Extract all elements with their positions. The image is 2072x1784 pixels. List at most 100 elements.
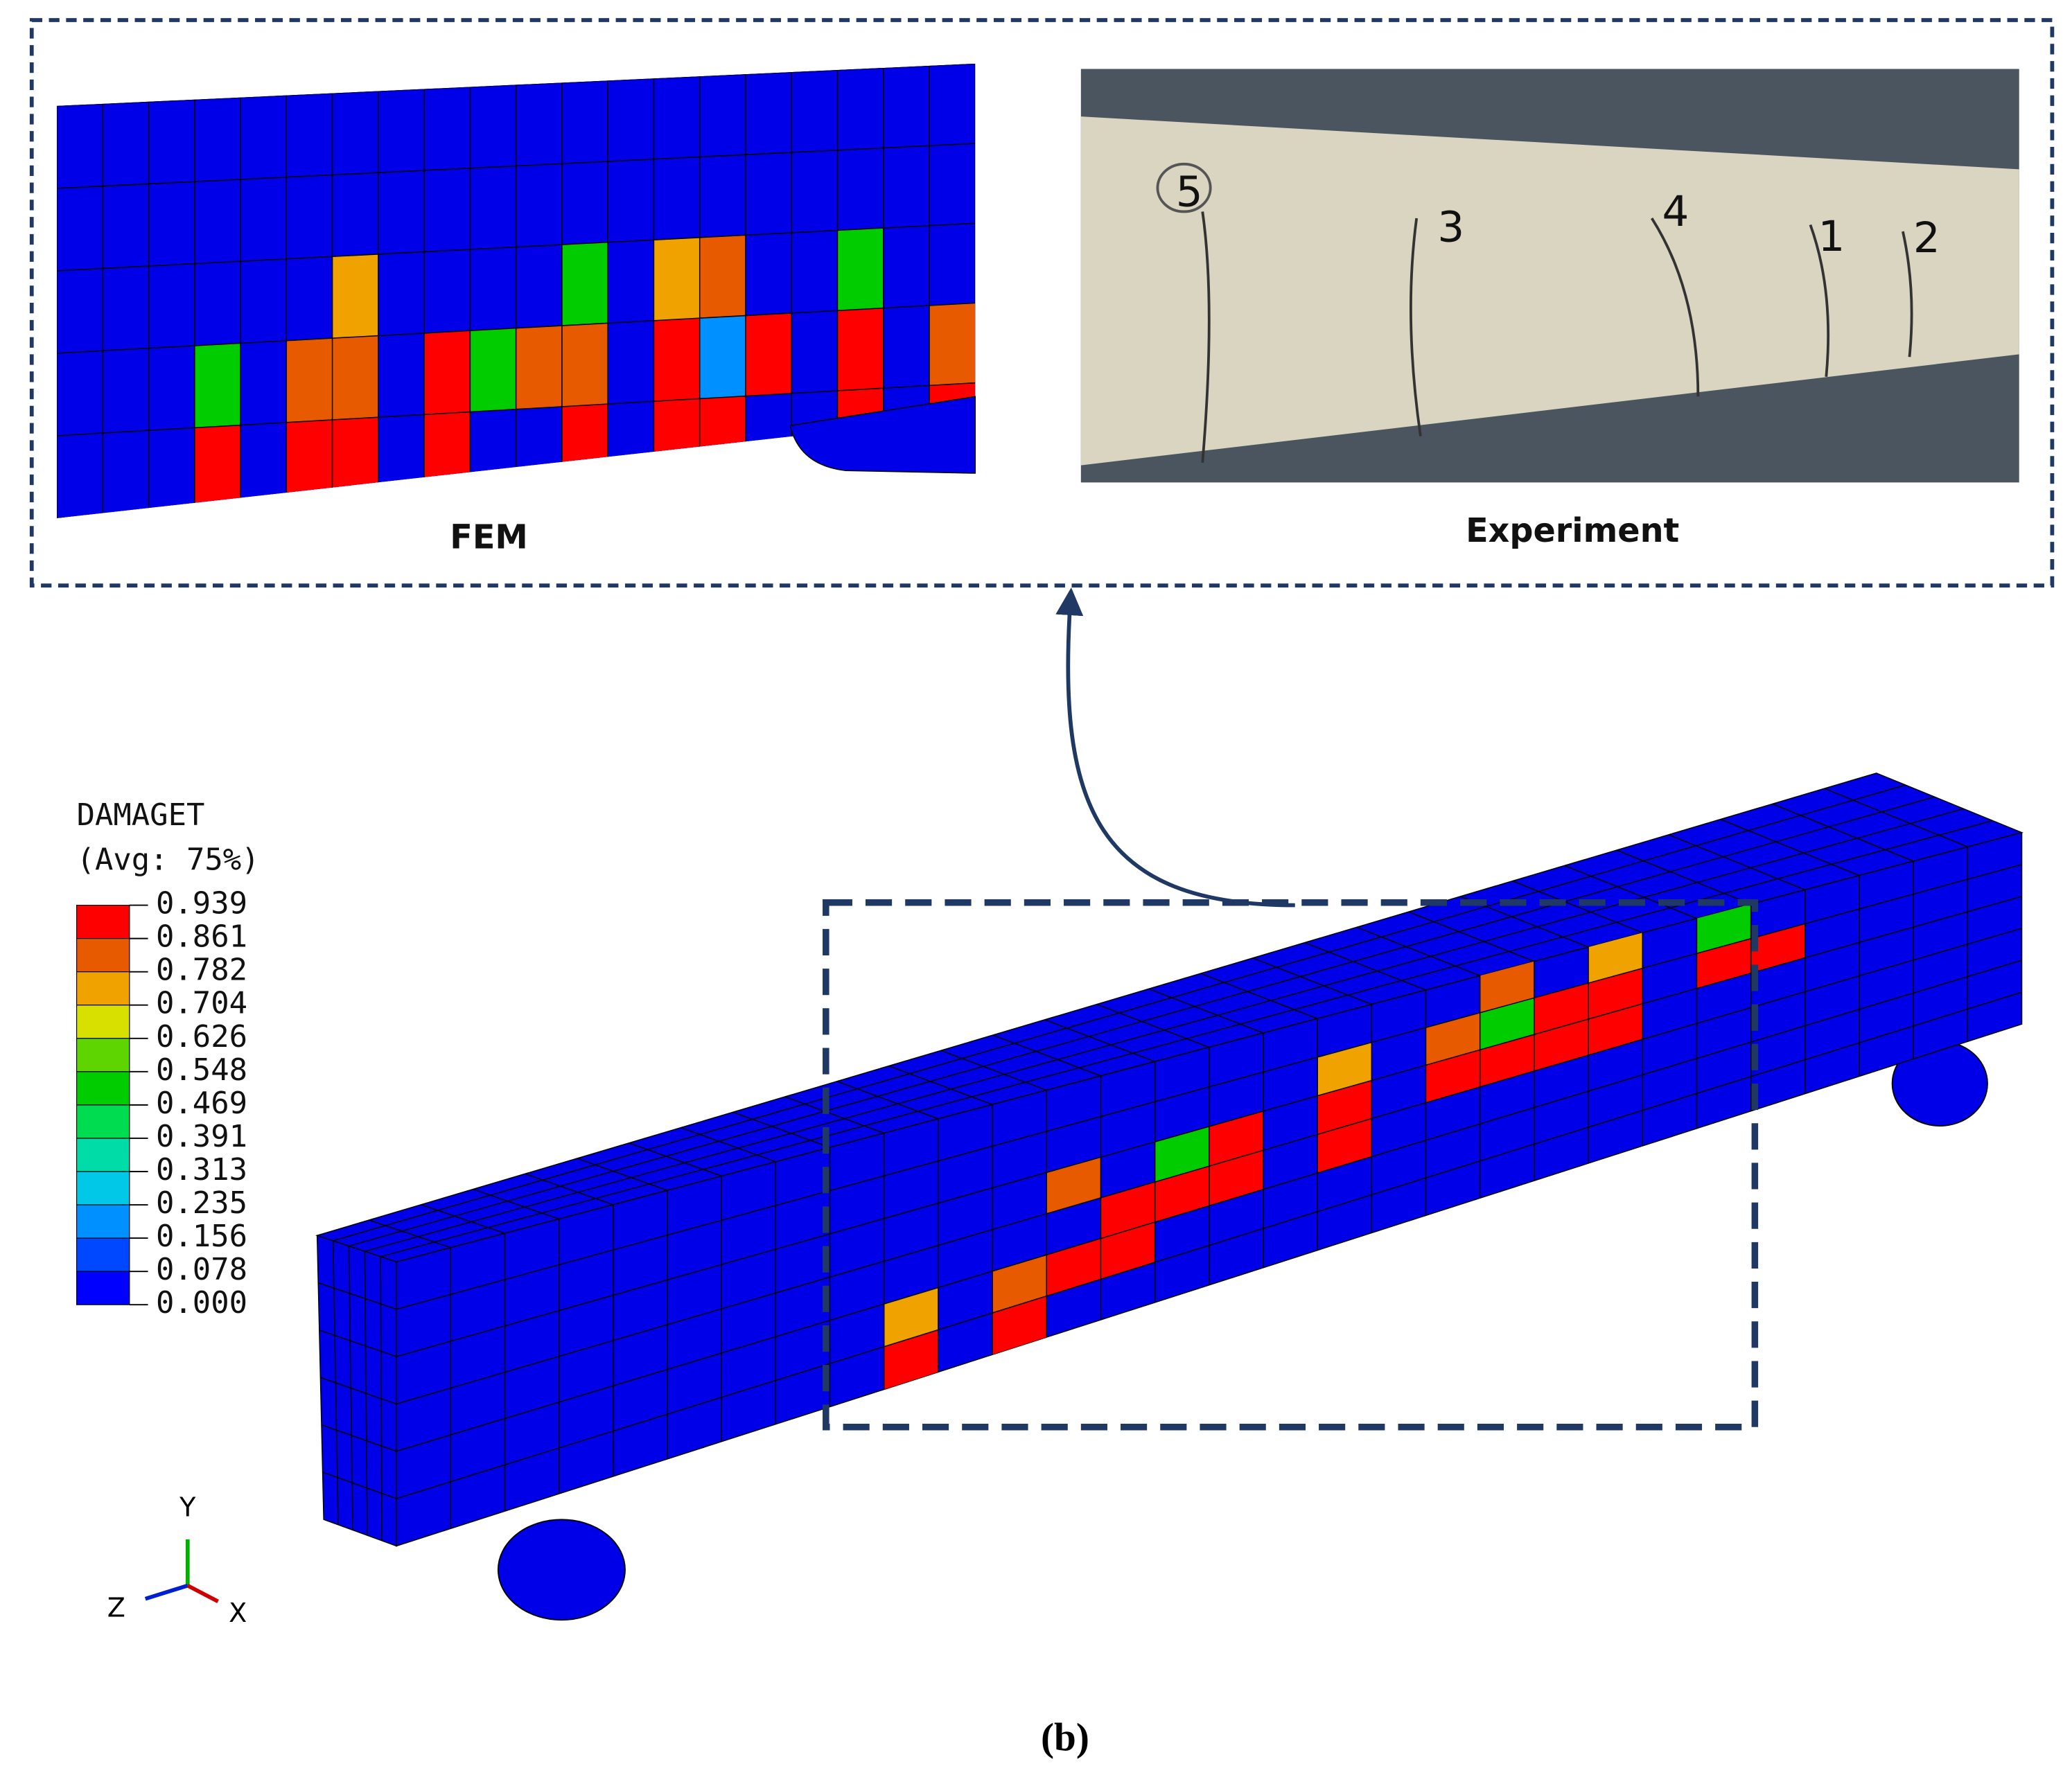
undefined-cell [332, 417, 378, 502]
beam-top-grid [369, 1219, 451, 1248]
beam-front-cell [1046, 1157, 1101, 1214]
undefined-cell [194, 425, 241, 510]
beam-front-cell [1209, 1111, 1263, 1167]
undefined-cell [653, 318, 700, 402]
undefined-cell [424, 330, 471, 415]
triad-z: Z [107, 1592, 125, 1623]
beam-top-grid [349, 796, 1935, 1247]
beam-top-grid [380, 820, 1993, 1257]
crack-label: 1 [1818, 212, 1845, 261]
beam-front-cell [1154, 1126, 1209, 1183]
region-frame [823, 899, 1759, 1431]
beam-top-grid [1408, 911, 1535, 962]
legend-swatch [76, 1271, 130, 1305]
triad-x: X [229, 1598, 247, 1628]
crack-label: 2 [1913, 213, 1940, 263]
beam-front-cell [1588, 1003, 1643, 1056]
beam-top-grid [473, 1188, 559, 1220]
undefined-cell [516, 326, 562, 409]
beam-top-grid [1356, 926, 1480, 976]
experiment-label: Experiment [1466, 512, 1679, 550]
beam-top-grid [629, 1142, 722, 1177]
beam-end-grid [320, 1377, 397, 1405]
beam-front-cell [1425, 1012, 1480, 1066]
undefined-cell [745, 312, 792, 396]
beam-front-cell [992, 1255, 1047, 1314]
beam-top-grid [1252, 957, 1372, 1005]
legend-label: 0.704 [156, 986, 247, 1021]
zoom-frame [29, 18, 2055, 588]
undefined-cell [424, 412, 471, 496]
beam-front-cell [1588, 968, 1643, 1019]
triad-y: Y [179, 1492, 196, 1523]
beam-top-grid [1304, 942, 1426, 991]
undefined-cell [699, 315, 746, 399]
fem-label: FEM [450, 518, 528, 556]
legend-swatch [76, 1171, 130, 1205]
beam-front-cell [1750, 924, 1805, 973]
undefined-cell [194, 343, 241, 428]
beam-front-cell [884, 1330, 938, 1390]
beam-top-grid [1096, 1003, 1210, 1048]
beam-front-cell [1480, 1034, 1534, 1087]
beam-end-grid [321, 1424, 397, 1452]
beam-end-face [316, 1235, 397, 1547]
beam-front-cell [1480, 998, 1534, 1050]
beam-front-cell [1100, 1222, 1155, 1280]
undefined-cell [561, 242, 608, 326]
beam-front-cell [884, 1287, 938, 1347]
undefined-cell [699, 235, 746, 319]
beam-front-cell [1480, 961, 1534, 1013]
beam-front-grid [396, 928, 2022, 1405]
beam-top-grid [1616, 849, 1751, 905]
beam-front-grid [396, 991, 2022, 1499]
caption: (b) [1041, 1716, 1089, 1760]
legend-swatch [76, 1038, 130, 1072]
beam-end-grid [322, 1472, 397, 1499]
legend-label: 0.156 [156, 1219, 247, 1254]
legend-label: 0.626 [156, 1019, 247, 1054]
beam-top-grid [888, 1065, 993, 1105]
beam-front-cell [1588, 933, 1643, 983]
legend-swatch [76, 971, 130, 1006]
beam-top-grid [1668, 834, 1806, 891]
legend-title: DAMAGET [77, 797, 205, 833]
undefined-cell [561, 323, 608, 407]
undefined-cell [653, 398, 700, 482]
undefined-grid [56, 143, 976, 189]
fem-support [789, 396, 976, 474]
beam-front-cell [1534, 982, 1589, 1035]
beam-top-grid [1512, 880, 1643, 934]
beam-top-grid [1044, 1019, 1155, 1062]
legend-label: 0.235 [156, 1185, 247, 1221]
beam-top-grid [365, 808, 1964, 1252]
undefined-cell [286, 338, 333, 423]
beam-end-grid [319, 1330, 397, 1357]
undefined-cell [332, 335, 378, 420]
legend-swatch [76, 938, 130, 973]
beam-front-cell [1696, 938, 1751, 989]
beam-top-grid [1720, 818, 1860, 876]
legend-subtitle: (Avg: 75%) [77, 842, 260, 878]
crack-label: 4 [1662, 187, 1689, 236]
beam-front-cell [1317, 1080, 1372, 1135]
beam-top-grid [577, 1158, 668, 1191]
legend: 0.9390.8610.7820.7040.6260.5480.4690.391… [76, 886, 247, 1321]
legend-swatch [76, 904, 130, 939]
beam-top-grid [1200, 973, 1318, 1019]
undefined-cell [470, 328, 516, 412]
beam-top-grid [992, 1034, 1101, 1077]
beam-front-cell [1209, 1150, 1263, 1206]
undefined-cell [837, 308, 884, 391]
experiment-photo [1080, 69, 2019, 483]
legend-swatch [76, 1138, 130, 1172]
beam-top-grid [421, 1204, 505, 1234]
beam-top-grid [525, 1173, 614, 1205]
legend-label: 0.313 [156, 1152, 247, 1187]
legend-label: 0.861 [156, 919, 247, 955]
beam-front-cell [1317, 1042, 1372, 1096]
beam-front-cell [1696, 903, 1751, 954]
legend-label: 0.469 [156, 1086, 247, 1121]
